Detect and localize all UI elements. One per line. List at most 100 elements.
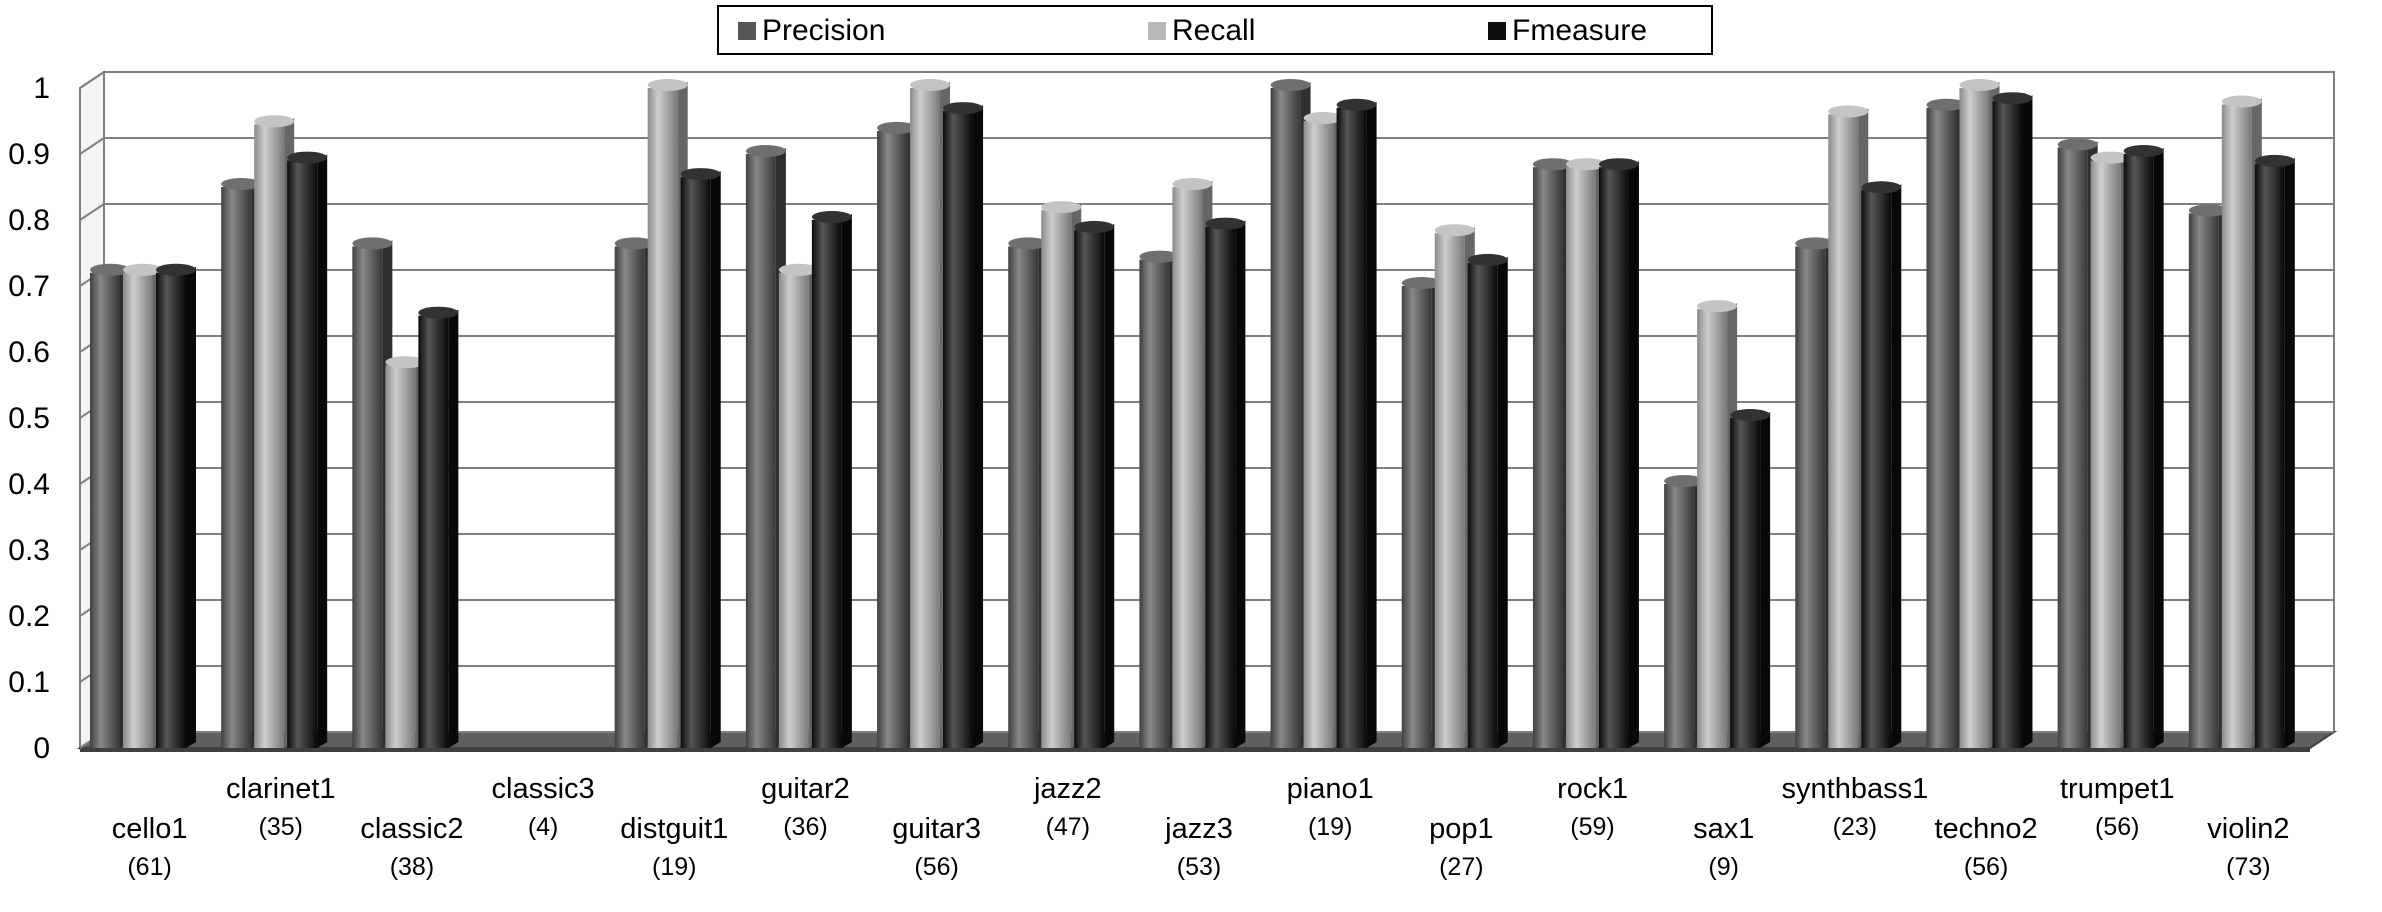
bar-top bbox=[1270, 79, 1311, 91]
bar-top bbox=[2090, 151, 2131, 164]
bar-recall-distguit1 bbox=[647, 88, 678, 748]
bar-top bbox=[2254, 154, 2295, 167]
bar-side bbox=[1760, 412, 1771, 748]
legend-swatch-fmeasure bbox=[1488, 22, 1506, 40]
category-count: (23) bbox=[1833, 813, 1877, 841]
bar-precision-techno2 bbox=[1926, 107, 1957, 749]
bar-top bbox=[680, 168, 721, 181]
bar-fmeasure-jazz3 bbox=[1205, 226, 1236, 749]
category-label: distguit1 bbox=[620, 813, 728, 845]
bar-fmeasure-rock1 bbox=[1598, 167, 1629, 748]
bar-top bbox=[1926, 98, 1967, 111]
bar-fmeasure-distguit1 bbox=[680, 177, 711, 749]
bar-side bbox=[317, 154, 328, 749]
bar-precision-jazz3 bbox=[1139, 259, 1170, 748]
bar-side bbox=[186, 266, 196, 748]
gridline-side bbox=[79, 71, 105, 89]
bar-side bbox=[2284, 157, 2295, 748]
category-label: classic3 bbox=[492, 773, 595, 805]
bar-top bbox=[2123, 145, 2164, 157]
category-label: piano1 bbox=[1287, 773, 1374, 805]
y-tick-label: 0.9 bbox=[8, 138, 50, 171]
bar-top bbox=[614, 237, 655, 250]
bar-recall-guitar2 bbox=[778, 272, 809, 748]
bar-top bbox=[1008, 237, 1049, 250]
bar-recall-rock1 bbox=[1565, 167, 1596, 748]
bar-top bbox=[418, 306, 459, 319]
bar-top bbox=[385, 356, 426, 369]
bar-top bbox=[1303, 112, 1344, 124]
bar-top bbox=[2188, 204, 2229, 217]
category-count: (38) bbox=[390, 853, 434, 881]
legend-label-recall: Recall bbox=[1172, 14, 1255, 47]
bar-top bbox=[1828, 105, 1869, 118]
bar-top bbox=[2057, 138, 2098, 151]
bar-precision-trumpet1 bbox=[2057, 147, 2088, 748]
bar-side bbox=[1366, 101, 1377, 749]
bar-side bbox=[1235, 220, 1246, 749]
bar-top bbox=[1205, 217, 1246, 230]
bar-top bbox=[254, 115, 295, 128]
legend-swatch-precision bbox=[738, 22, 756, 40]
bar-precision-jazz2 bbox=[1008, 246, 1039, 748]
bar-precision-rock1 bbox=[1532, 167, 1563, 748]
bar-top bbox=[811, 211, 852, 223]
category-count: (53) bbox=[1177, 853, 1221, 881]
y-tick-label: 0.1 bbox=[8, 666, 50, 699]
bar-recall-classic2 bbox=[385, 365, 416, 748]
bar-recall-clarinet1 bbox=[254, 124, 285, 749]
category-label: rock1 bbox=[1557, 773, 1628, 805]
legend-label-fmeasure: Fmeasure bbox=[1512, 14, 1647, 47]
bar-recall-techno2 bbox=[1959, 88, 1990, 748]
category-count: (56) bbox=[1964, 853, 2008, 881]
bar-top bbox=[1861, 181, 1902, 194]
y-tick-label: 0.3 bbox=[8, 534, 50, 567]
bar-fmeasure-techno2 bbox=[1992, 101, 2023, 748]
bar-recall-jazz2 bbox=[1041, 210, 1072, 749]
gridline-side bbox=[79, 137, 105, 155]
bar-fmeasure-classic2 bbox=[418, 315, 449, 748]
bar-recall-cello1 bbox=[123, 272, 153, 748]
category-label: jazz2 bbox=[1033, 773, 1102, 805]
bar-recall-synthbass1 bbox=[1828, 114, 1859, 748]
bar-precision-guitar2 bbox=[745, 154, 776, 748]
bar-top bbox=[745, 145, 786, 157]
bar-fmeasure-guitar3 bbox=[943, 111, 974, 749]
bar-top bbox=[352, 237, 393, 250]
bar-top bbox=[1532, 158, 1573, 171]
bar-top bbox=[647, 79, 688, 91]
category-count: (61) bbox=[127, 853, 171, 881]
bar-top bbox=[877, 121, 918, 134]
bar-recall-piano1 bbox=[1303, 121, 1334, 748]
gridline-side bbox=[79, 203, 105, 221]
bar-fmeasure-trumpet1 bbox=[2123, 154, 2154, 748]
category-count: (27) bbox=[1439, 853, 1483, 881]
bar-side bbox=[973, 105, 984, 749]
bar-fmeasure-violin2 bbox=[2254, 163, 2285, 748]
bar-top bbox=[90, 263, 130, 276]
bar-side bbox=[841, 214, 852, 748]
bar-top bbox=[1172, 178, 1213, 190]
bar-recall-jazz3 bbox=[1172, 187, 1203, 748]
bar-top bbox=[123, 263, 163, 276]
bar-recall-sax1 bbox=[1697, 309, 1728, 748]
bar-top bbox=[1697, 300, 1738, 313]
y-tick-label: 0.7 bbox=[8, 270, 50, 303]
bar-fmeasure-cello1 bbox=[156, 272, 186, 748]
y-tick-label: 0.8 bbox=[8, 204, 50, 237]
bar-recall-trumpet1 bbox=[2090, 160, 2121, 749]
y-tick-label: 0.5 bbox=[8, 402, 50, 435]
bar-top bbox=[1664, 475, 1705, 487]
category-count: (19) bbox=[652, 853, 696, 881]
bar-top bbox=[943, 102, 984, 115]
category-count: (9) bbox=[1708, 853, 1739, 881]
bar-top bbox=[1041, 201, 1082, 214]
legend-label-precision: Precision bbox=[762, 14, 885, 47]
bar-top bbox=[156, 263, 196, 276]
bars bbox=[90, 79, 2295, 749]
category-label: pop1 bbox=[1429, 813, 1494, 845]
bar-precision-guitar3 bbox=[877, 130, 908, 748]
bar-precision-cello1 bbox=[90, 272, 120, 748]
bar-top bbox=[1992, 92, 2033, 105]
bar-side bbox=[448, 309, 459, 748]
